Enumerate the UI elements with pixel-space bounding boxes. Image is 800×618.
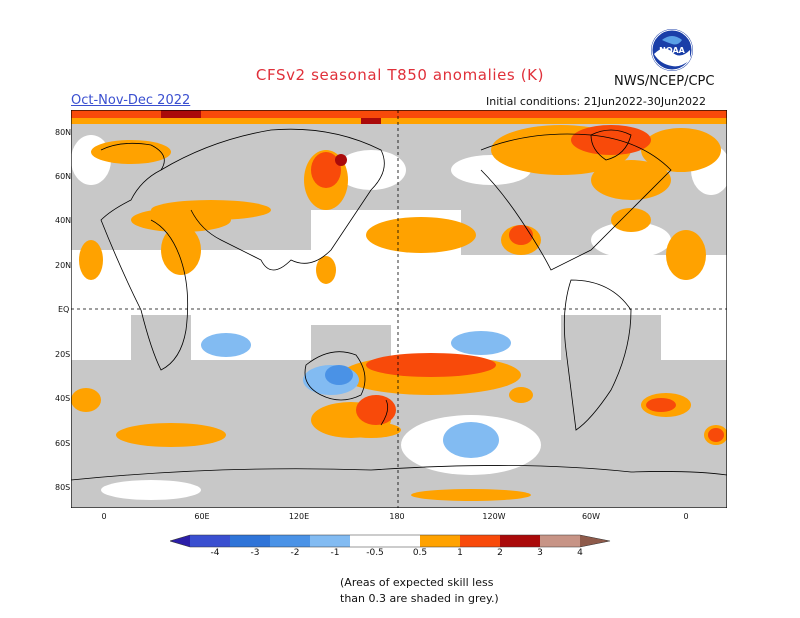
lon-label: 120E: [288, 512, 310, 521]
lon-label: 0: [101, 512, 107, 521]
colorbar-label: 2: [497, 548, 503, 558]
colorbar-label: -4: [210, 548, 220, 558]
cool-anomaly-regions: [201, 331, 511, 458]
lat-label: 20S: [55, 350, 71, 359]
colorbar-segment: [190, 535, 230, 547]
cool-anomaly-core: [325, 365, 353, 385]
lat-label: 40S: [55, 394, 71, 403]
colorbar-label: -0.5: [366, 548, 384, 558]
lon-label: 180: [389, 512, 405, 521]
colorbar-label: 0.5: [412, 548, 428, 558]
lat-label: EQ: [58, 305, 70, 314]
coastlines: [71, 128, 727, 481]
colorbar-segment: [230, 535, 270, 547]
colorbar-label: 3: [537, 548, 543, 558]
colorbar-label: -1: [330, 548, 340, 558]
colorbar-label: -2: [290, 548, 300, 558]
colorbar: [170, 534, 611, 548]
warm-anomaly-regions-darkred: [161, 110, 381, 166]
lat-label: 80S: [55, 483, 71, 492]
colorbar-arrow-right: [580, 535, 610, 547]
colorbar-segment: [350, 535, 420, 547]
warm-anomaly-regions-red: [71, 110, 727, 442]
initial-conditions-label: Initial conditions: 21Jun2022-30Jun2022: [486, 95, 707, 108]
lon-label: 60W: [581, 512, 601, 521]
organization-label: NWS/NCEP/CPC: [614, 74, 715, 89]
colorbar-segment: [420, 535, 460, 547]
colorbar-label: -3: [250, 548, 260, 558]
lat-label: 80N: [55, 128, 72, 137]
lat-label: 60S: [55, 439, 71, 448]
colorbar-segment: [540, 535, 580, 547]
lat-label: 40N: [55, 216, 72, 225]
lat-label: 60N: [55, 172, 72, 181]
colorbar-segment: [270, 535, 310, 547]
lon-label: 60E: [194, 512, 210, 521]
lon-label: 0: [683, 512, 689, 521]
colorbar-segment: [500, 535, 540, 547]
noaa-logo-icon: NOAA: [651, 29, 693, 71]
season-label: Oct-Nov-Dec 2022: [71, 93, 191, 108]
lon-label: 120W: [482, 512, 506, 521]
colorbar-label: 4: [577, 548, 583, 558]
colorbar-label: 1: [457, 548, 463, 558]
skill-footnote: (Areas of expected skill less than 0.3 a…: [340, 575, 499, 607]
logo-text: NOAA: [659, 46, 685, 55]
colorbar-segment: [310, 535, 350, 547]
colorbar-arrow-left: [170, 535, 190, 547]
footnote-line: than 0.3 are shaded in grey.): [340, 592, 499, 605]
footnote-line: (Areas of expected skill less: [340, 576, 494, 589]
anomaly-map: [71, 110, 727, 508]
colorbar-segment: [460, 535, 500, 547]
lat-label: 20N: [55, 261, 72, 270]
map-title: CFSv2 seasonal T850 anomalies (K): [255, 66, 545, 84]
